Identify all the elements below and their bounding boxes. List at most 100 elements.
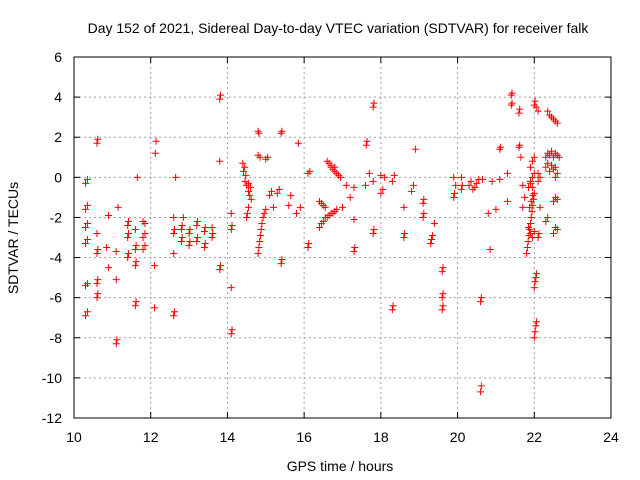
data-point: [257, 225, 265, 233]
data-point: [339, 203, 346, 211]
data-point: [477, 382, 485, 390]
data-point: [139, 234, 147, 241]
data-point: [245, 179, 253, 187]
chart-title: Day 152 of 2021, Sidereal Day-to-day VTE…: [88, 20, 590, 36]
data-point: [93, 280, 101, 288]
data-point: [131, 262, 139, 270]
data-point: [409, 181, 417, 189]
x-tick-label: 12: [143, 429, 159, 445]
data-point: [439, 302, 447, 310]
data-point: [363, 137, 371, 145]
data-point: [350, 248, 358, 256]
data-point: [400, 203, 408, 211]
data-point: [266, 191, 274, 199]
data-point: [227, 330, 235, 338]
data-point: [381, 173, 389, 181]
data-point: [477, 298, 485, 306]
data-point: [465, 181, 473, 189]
data-point: [132, 242, 140, 250]
data-point: [259, 213, 267, 221]
data-point: [419, 213, 427, 221]
data-point: [365, 169, 373, 177]
data-point: [132, 258, 140, 266]
data-point: [124, 234, 132, 241]
data-point: [429, 231, 437, 239]
data-point: [523, 250, 531, 258]
data-point: [533, 270, 541, 278]
data-point: [497, 143, 505, 151]
data-point: [243, 209, 251, 217]
y-tick-label: -10: [42, 370, 62, 386]
data-point: [530, 284, 538, 292]
data-point: [544, 107, 552, 115]
data-point: [534, 234, 542, 241]
data-point: [94, 135, 102, 143]
data-point: [245, 203, 253, 211]
data-point: [193, 238, 201, 246]
data-point: [179, 213, 187, 221]
data-point: [542, 217, 550, 225]
data-point: [113, 336, 121, 344]
data-point: [277, 260, 285, 268]
data-point: [553, 169, 561, 177]
data-point: [544, 213, 552, 221]
data-point: [275, 185, 283, 193]
data-point: [379, 185, 387, 193]
data-point: [529, 191, 537, 199]
data-point: [450, 173, 458, 181]
data-point: [420, 209, 428, 217]
data-point: [327, 161, 335, 169]
data-point: [457, 185, 465, 193]
data-point: [93, 250, 101, 258]
data-point: [112, 340, 120, 348]
data-point: [292, 209, 300, 217]
data-point: [133, 173, 141, 181]
data-point: [124, 229, 132, 237]
data-point: [369, 177, 377, 185]
data-point: [82, 205, 90, 213]
x-tick-label: 24: [603, 429, 619, 445]
data-point: [105, 264, 113, 272]
data-point: [131, 225, 139, 233]
x-tick-label: 14: [220, 429, 236, 445]
data-point: [530, 153, 538, 161]
data-point: [486, 246, 494, 254]
data-point: [534, 107, 542, 115]
data-point: [420, 195, 428, 203]
y-tick-label: 6: [54, 49, 62, 65]
data-point: [408, 187, 416, 195]
data-point: [306, 167, 314, 175]
data-point: [457, 173, 465, 181]
data-point: [256, 231, 264, 239]
x-tick-label: 22: [526, 429, 542, 445]
data-point: [477, 294, 485, 302]
data-point: [451, 189, 459, 197]
x-tick-label: 10: [66, 429, 82, 445]
data-point: [208, 234, 216, 241]
data-point: [93, 139, 101, 147]
data-point: [369, 229, 377, 237]
data-point: [521, 193, 529, 201]
data-point: [452, 181, 460, 189]
data-point: [515, 109, 523, 117]
data-point: [170, 213, 178, 221]
data-point: [553, 195, 561, 203]
data-point: [172, 173, 180, 181]
data-point: [496, 175, 504, 183]
data-point: [369, 103, 377, 111]
data-point: [114, 203, 122, 211]
data-point: [151, 149, 159, 157]
data-point: [243, 213, 251, 221]
data-point: [508, 99, 516, 107]
data-point: [151, 304, 159, 312]
data-point: [346, 193, 354, 201]
data-point: [549, 229, 557, 237]
y-tick-label: 4: [54, 89, 62, 105]
data-point: [438, 268, 446, 276]
data-point: [321, 203, 329, 211]
data-point: [287, 191, 295, 199]
data-point: [390, 171, 398, 179]
data-point: [178, 234, 186, 241]
data-point: [170, 308, 178, 316]
data-point: [151, 262, 159, 270]
